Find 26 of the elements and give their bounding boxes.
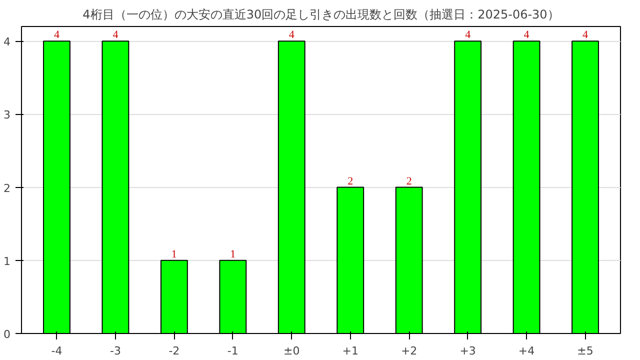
- chart-title: 4桁目（一の位）の大安の直近30回の足し引きの出現数と回数（抽選日：2025-06-30）: [82, 8, 560, 22]
- x-tick-label: -3: [110, 344, 121, 358]
- x-tick-label: +2: [400, 344, 418, 358]
- data-label: 1: [230, 248, 236, 260]
- data-label: 4: [465, 29, 472, 42]
- x-tick-label: -4: [51, 344, 62, 358]
- data-label: 1: [171, 248, 177, 260]
- x-tick-label: +4: [518, 344, 535, 358]
- data-label: 4: [582, 29, 589, 42]
- y-tick-label: 1: [4, 254, 10, 268]
- data-label: 2: [406, 175, 412, 188]
- data-label: 4: [288, 29, 295, 42]
- data-label: 4: [524, 29, 530, 42]
- y-tick-label: 3: [4, 108, 10, 122]
- x-tick-label: -2: [168, 344, 180, 358]
- x-tick-label: ±5: [577, 344, 594, 358]
- x-tick-label: +3: [460, 344, 476, 358]
- y-tick-label: 4: [4, 36, 10, 49]
- data-label: 2: [348, 175, 354, 188]
- data-label: 4: [54, 29, 60, 42]
- x-tick-label: ±0: [284, 344, 300, 358]
- y-tick-label: 0: [4, 328, 10, 341]
- data-label: 4: [112, 29, 119, 42]
- y-tick-label: 2: [4, 182, 10, 195]
- x-tick-label: -1: [227, 344, 238, 358]
- x-tick-label: +1: [342, 344, 358, 358]
